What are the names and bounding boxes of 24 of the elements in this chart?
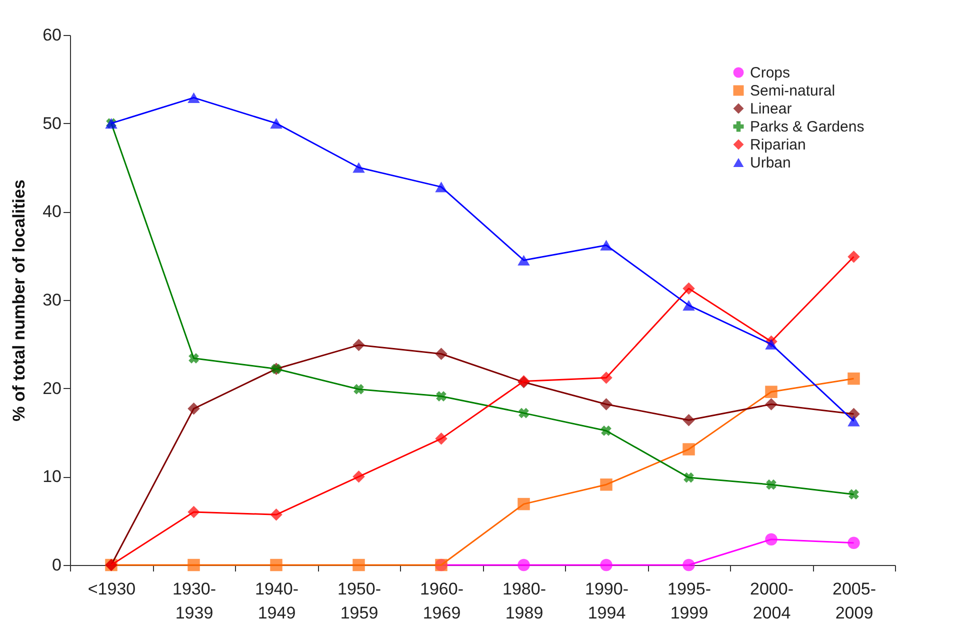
y-tick-label: 60 [42,26,62,44]
x-tick-label: 1995-1999 [668,580,711,622]
x-tick-label: 1950-1959 [338,580,381,622]
x-tick-label: 2005-2009 [832,580,876,622]
x-tick-label: 1980-1989 [502,580,546,622]
x-tick-label: <1930 [88,580,136,598]
legend-label: Linear [750,100,792,118]
y-tick-label: 10 [42,467,62,486]
legend-label: Semi-natural [750,82,836,100]
legend-label: Parks & Gardens [750,118,864,136]
y-tick-label: 30 [42,290,62,310]
legend-label: Urban [750,154,791,172]
y-tick-label: 50 [42,114,62,133]
y-tick-label: 40 [42,202,62,222]
y-tick-label: 0 [52,556,62,574]
x-tick-label: 1930-1939 [172,580,216,622]
x-tick-label: 1990-1994 [585,580,628,622]
y-axis-title: % of total number of localities [10,180,29,422]
x-tick-label: 2000-2004 [750,580,794,622]
y-tick-label: 20 [42,378,62,398]
x-tick-label: 1940-1949 [255,580,298,622]
legend-label: Crops [750,64,790,82]
legend-label: Riparian [750,136,806,154]
x-tick-label: 1960-1969 [420,580,464,622]
